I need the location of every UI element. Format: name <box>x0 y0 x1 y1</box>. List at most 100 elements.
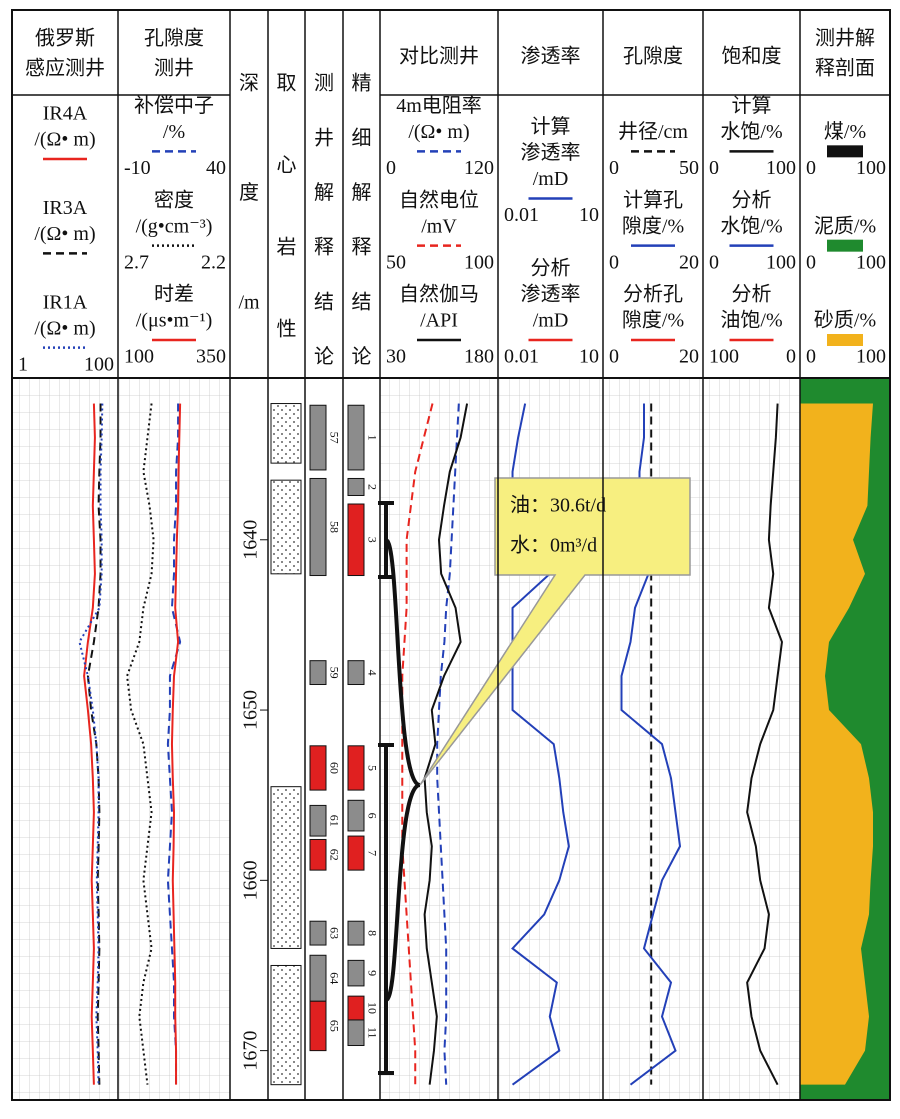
legend-label: /(Ω• m) <box>34 223 95 245</box>
column-title: /m <box>238 291 260 313</box>
layer-label: 60 <box>327 762 341 774</box>
column-title: 岩 <box>277 236 297 259</box>
layer-label: 64 <box>327 972 341 984</box>
column-title: 测井解 <box>815 27 875 50</box>
log-curve <box>423 403 469 1085</box>
scale-min: 1 <box>18 354 28 376</box>
legend-label: 泥质/% <box>814 214 876 237</box>
legend-label: 分析孔 <box>623 283 683 306</box>
legend-label: 水饱/% <box>720 214 782 237</box>
legend-label: IR3A <box>43 197 88 219</box>
core-interval <box>270 403 302 464</box>
layer <box>347 404 365 471</box>
layer-label: 63 <box>327 927 341 939</box>
legend-swatch <box>827 239 863 252</box>
layer-label: 5 <box>365 765 379 771</box>
scale-min: 30 <box>386 346 406 368</box>
legend-label: 油饱/% <box>720 309 782 332</box>
layer <box>347 995 365 1021</box>
column-title: 解 <box>314 181 334 204</box>
legend-label: 隙度/% <box>622 309 684 332</box>
scale-max: 0 <box>786 346 796 368</box>
callout-text: 水：0m³/d <box>510 534 597 557</box>
layer-label: 61 <box>327 815 341 827</box>
layer-label: 59 <box>327 667 341 679</box>
legend-label: 水饱/% <box>720 120 782 143</box>
scale-max: 40 <box>206 157 226 179</box>
layer-label: 2 <box>365 484 379 490</box>
bracket <box>378 501 421 1075</box>
column-title: 释 <box>352 236 372 259</box>
legend-label: /mD <box>533 168 569 190</box>
core-interval <box>270 964 302 1086</box>
layer <box>309 1000 327 1052</box>
legend-label: 井径/cm <box>618 120 688 143</box>
scale-min: 0 <box>709 157 719 179</box>
log-curve <box>83 403 96 1085</box>
scale-min: 0 <box>609 251 619 273</box>
column-title: 孔隙度 <box>144 27 204 50</box>
legend-label: 密度 <box>154 188 194 211</box>
column-title: 孔隙度 <box>623 45 683 68</box>
scale-max: 350 <box>196 346 226 368</box>
scale-max: 20 <box>679 346 699 368</box>
column-title: 测 <box>314 72 334 95</box>
layer <box>309 920 327 946</box>
scale-max: 100 <box>766 251 796 273</box>
layer-label: 10 <box>365 1002 379 1014</box>
scale-min: 0 <box>609 346 619 368</box>
layer <box>347 745 365 791</box>
column-title: 深 <box>239 72 259 95</box>
layer-label: 8 <box>365 930 379 936</box>
column-title: 解 <box>352 181 372 204</box>
legend-label: /API <box>420 310 458 332</box>
depth-label: 1650 <box>240 690 262 730</box>
column-title: 对比测井 <box>399 45 479 68</box>
legend-label: 渗透率 <box>521 283 581 306</box>
scale-min: 0.01 <box>504 346 539 368</box>
legend-label: /(g•cm⁻³) <box>136 215 213 237</box>
legend-label: /(Ω• m) <box>408 121 469 143</box>
log-curve <box>170 403 182 1085</box>
layer <box>309 660 327 686</box>
layer <box>347 477 365 496</box>
legend-label: 分析 <box>732 283 772 306</box>
legend-label: 隙度/% <box>622 214 684 237</box>
track-grid <box>380 378 498 1100</box>
legend-label: 渗透率 <box>521 141 581 164</box>
callout-text: 油：30.6t/d <box>510 494 606 517</box>
layer <box>309 745 327 791</box>
scale-min: 0 <box>386 157 396 179</box>
layer-label: 7 <box>365 850 379 856</box>
callout-box <box>419 477 691 786</box>
layer-label: 4 <box>365 670 379 676</box>
scale-max: 10 <box>579 204 599 226</box>
layer <box>347 920 365 946</box>
core-interval <box>270 479 302 575</box>
column-title: 论 <box>314 345 334 368</box>
scale-max: 10 <box>579 346 599 368</box>
column-title: 精 <box>352 72 372 95</box>
column-title: 结 <box>352 290 372 313</box>
legend-label: /mV <box>421 215 457 237</box>
legend-label: 计算 <box>531 115 571 138</box>
layer <box>347 799 365 832</box>
layer <box>309 404 327 471</box>
legend-label: 自然伽马 <box>399 283 479 306</box>
legend-label: 分析 <box>531 257 571 280</box>
scale-min: 2.7 <box>124 251 149 273</box>
column-title: 结 <box>314 290 334 313</box>
column-title: 俄罗斯 <box>35 27 95 50</box>
scale-max: 120 <box>464 157 494 179</box>
layer <box>347 835 365 871</box>
legend-label: 补偿中子 <box>134 94 214 117</box>
legend-label: /% <box>163 121 185 143</box>
legend-label: /(μs•m⁻¹) <box>136 310 213 332</box>
scale-min: 0 <box>806 346 816 368</box>
column-title: 细 <box>352 126 372 149</box>
scale-max: 50 <box>679 157 699 179</box>
log-curve <box>401 403 434 1085</box>
legend-label: 计算孔 <box>623 188 683 211</box>
legend-label: 4m电阻率 <box>396 94 482 117</box>
legend-label: IR1A <box>43 291 88 313</box>
